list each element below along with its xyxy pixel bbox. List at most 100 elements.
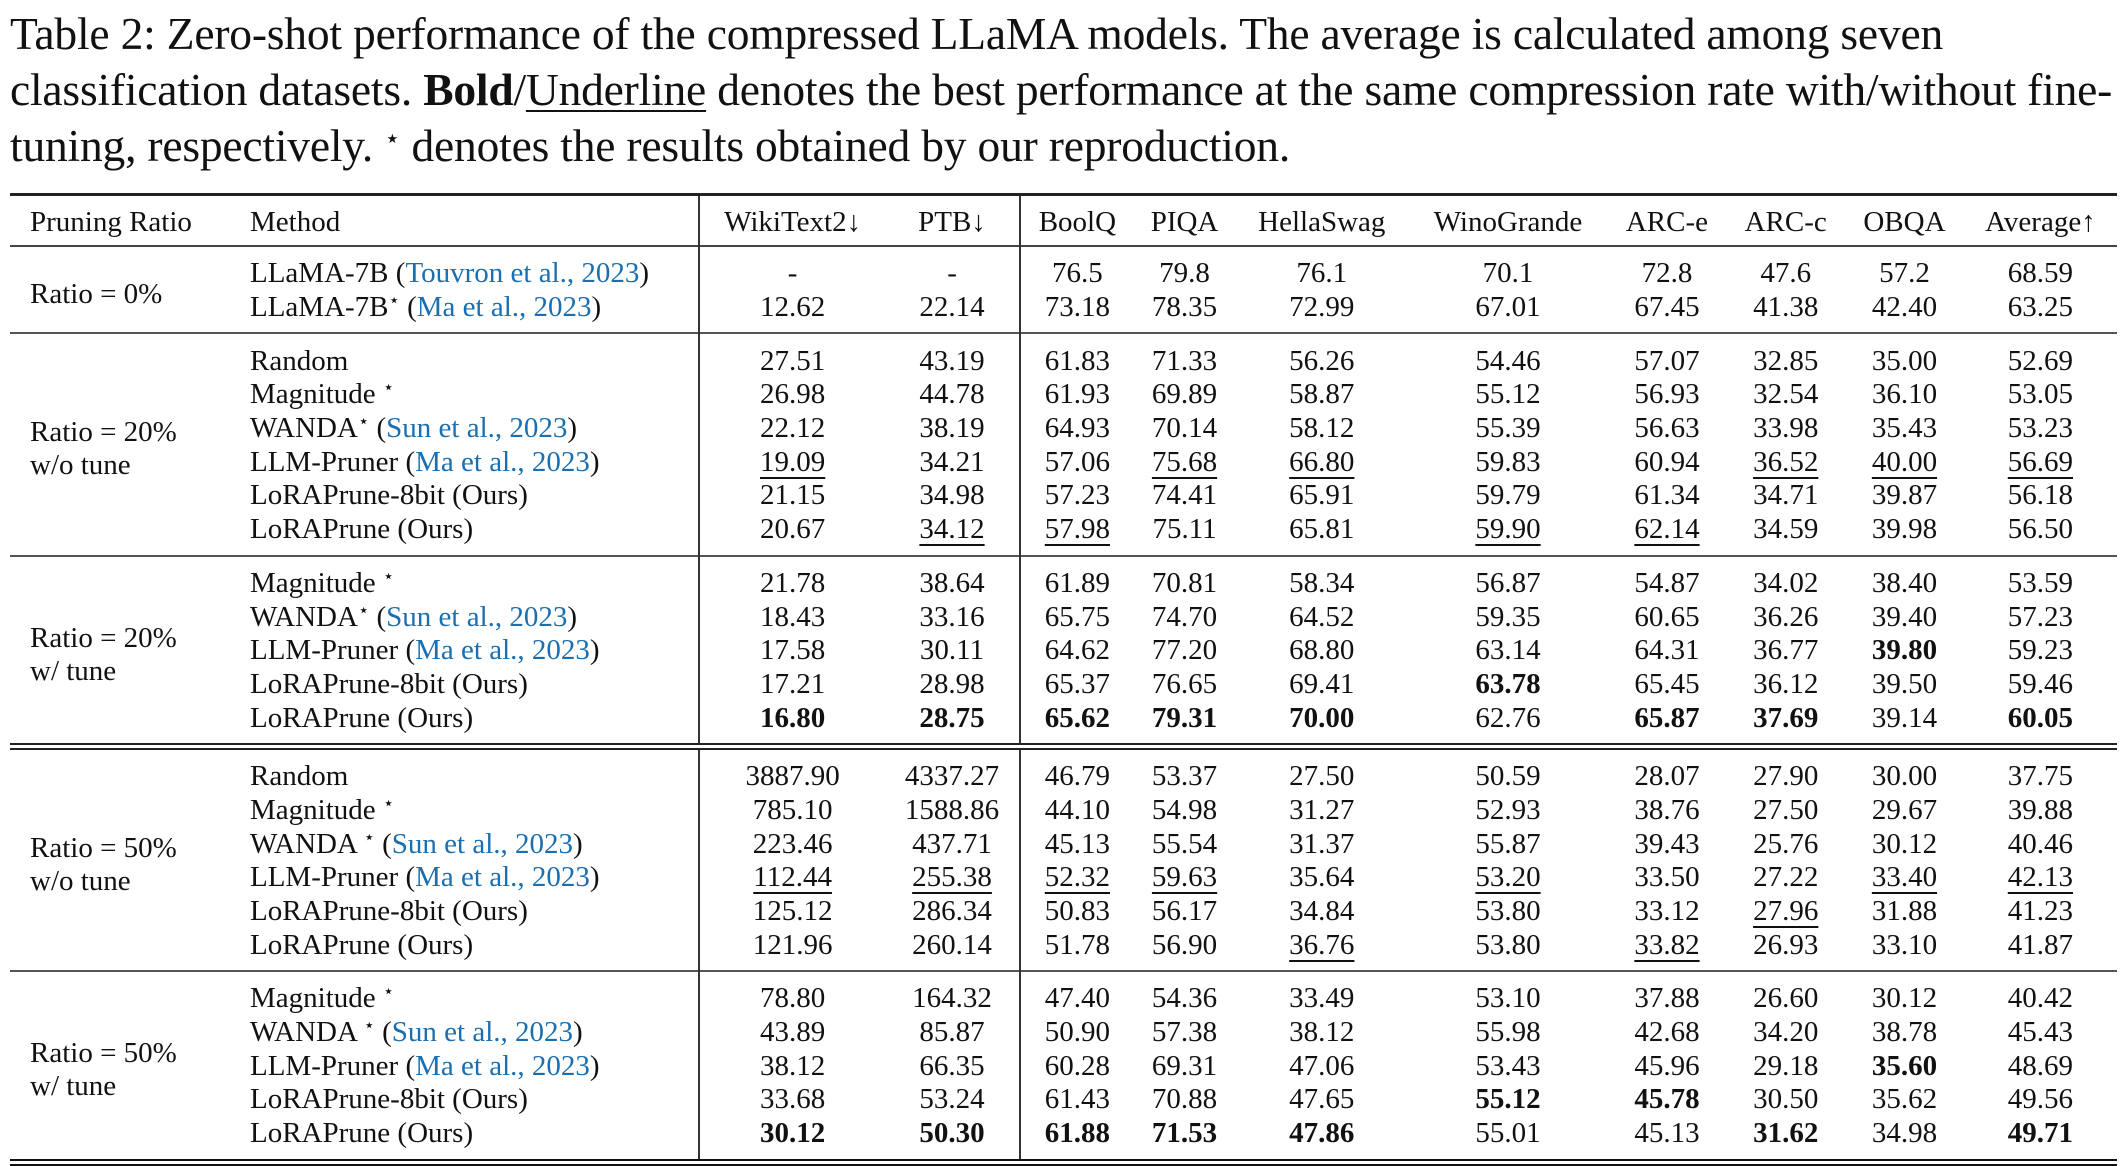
- table-row: WANDA ⋆ (Sun et al., 2023) 223.46 437.71 45…: [10, 827, 2117, 861]
- value: 62.76: [1475, 701, 1541, 734]
- value-cell-ptb: 34.21: [885, 445, 1020, 479]
- value-cell-wikitext2: 30.12: [697, 1116, 886, 1162]
- value-cell-average: 41.87: [1964, 928, 2117, 971]
- value: -: [787, 257, 798, 290]
- citation-link[interactable]: Ma et al., 2023: [415, 445, 590, 478]
- pruning-ratio-cell: Ratio = 0%: [10, 246, 242, 333]
- value-cell-wikitext2: 785.10: [697, 793, 886, 828]
- value: 34.98: [919, 479, 985, 512]
- value-cell-hellaswag: 56.26: [1235, 333, 1408, 378]
- value-cell-arc-c: 36.77: [1726, 634, 1845, 668]
- method-cell: Magnitude ⋆: [242, 971, 699, 1016]
- caption-label: Table 2:: [10, 8, 156, 59]
- citation-link[interactable]: Sun et al., 2023: [386, 600, 568, 633]
- value-cell-arc-e: 45.78: [1608, 1083, 1727, 1117]
- citation-link[interactable]: Sun et al., 2023: [391, 827, 574, 860]
- table-row: LoRAPrune-8bit (Ours) 21.15 34.98 57.23 74.4…: [10, 479, 2117, 513]
- column-header-arc-e: ARC-e: [1625, 206, 1709, 238]
- value-cell-hellaswag: 66.80: [1235, 445, 1408, 479]
- table-row: LoRAPrune (Ours) 20.67 34.12 57.98 75.11 65.8…: [10, 512, 2117, 556]
- value-cell-ptb: 34.12: [885, 513, 1020, 556]
- value-cell-winogrande: 53.80: [1408, 895, 1607, 929]
- value: 55.12: [1475, 1083, 1541, 1116]
- value-cell-average: 41.23: [1964, 895, 2117, 929]
- value-cell-arc-c: 34.59: [1726, 513, 1845, 556]
- value: 65.81: [1289, 513, 1355, 546]
- value-cell-piqa: 56.17: [1134, 895, 1235, 929]
- value-cell-piqa: 70.14: [1134, 412, 1235, 446]
- column-header-arc-c: ARC-c: [1744, 206, 1827, 238]
- value: 58.34: [1289, 566, 1355, 599]
- value: 35.62: [1871, 1083, 1938, 1116]
- value-cell-boolq: 50.83: [1018, 894, 1134, 929]
- value-cell-winogrande: 53.10: [1408, 971, 1607, 1016]
- citation-link[interactable]: Ma et al., 2023: [415, 634, 590, 667]
- value: 18.43: [759, 600, 826, 633]
- value-cell-obqa: 57.2: [1845, 246, 1964, 291]
- value: 58.87: [1289, 378, 1355, 411]
- value: 43.19: [919, 344, 985, 377]
- value: 255.38: [912, 861, 992, 894]
- value-cell-arc-e: 61.34: [1608, 479, 1727, 513]
- value-cell-boolq: 65.62: [1018, 701, 1134, 747]
- method-cell: Random: [242, 333, 699, 378]
- value: 85.87: [919, 1016, 985, 1049]
- value: 72.8: [1641, 257, 1693, 290]
- value: 33.49: [1289, 982, 1355, 1015]
- value: 51.78: [1044, 928, 1110, 961]
- value: 52.32: [1044, 861, 1110, 894]
- value: 35.00: [1871, 344, 1938, 377]
- citation-link[interactable]: Ma et al., 2023: [415, 1049, 590, 1082]
- column-header-method: Method: [250, 206, 341, 238]
- value: 78.80: [759, 982, 826, 1015]
- citation-link[interactable]: Ma et al., 2023: [415, 861, 590, 894]
- method-cell: LoRAPrune-8bit (Ours): [242, 479, 699, 513]
- value-cell-ptb: 1588.86: [885, 794, 1020, 828]
- value-cell-winogrande: 55.39: [1408, 412, 1607, 446]
- value-cell-hellaswag: 58.12: [1235, 412, 1408, 446]
- value: 68.59: [2007, 257, 2074, 290]
- value-cell-winogrande: 53.80: [1408, 928, 1607, 971]
- value: 35.60: [1871, 1049, 1938, 1082]
- value: 56.90: [1151, 928, 1218, 961]
- value-cell-arc-e: 65.87: [1608, 701, 1727, 746]
- value-cell-arc-c: 29.18: [1726, 1049, 1845, 1083]
- value-cell-obqa: 35.00: [1845, 333, 1964, 378]
- value: 61.83: [1044, 344, 1110, 377]
- method-cell: WANDA ⋆ (Sun et al., 2023): [250, 1015, 583, 1049]
- value-cell-wikitext2: 20.67: [697, 512, 886, 556]
- method-name: LLM-Pruner: [250, 634, 399, 667]
- value-cell-winogrande: 62.76: [1408, 701, 1607, 746]
- citation-link[interactable]: Ma et al., 2023: [416, 291, 592, 324]
- pruning-ratio-label: Ratio = 20%: [30, 416, 177, 449]
- citation-link[interactable]: Sun et al., 2023: [391, 1016, 574, 1049]
- value: 70.14: [1151, 412, 1218, 445]
- pruning-ratio-cell: Ratio = 50% w/ tune: [10, 971, 242, 1162]
- method-cell: LoRAPrune-8bit (Ours): [242, 1083, 699, 1117]
- method-cell: Magnitude ⋆: [242, 556, 699, 601]
- citation-link[interactable]: Sun et al., 2023: [386, 412, 568, 445]
- value: 45.96: [1634, 1049, 1700, 1082]
- value: 62.14: [1634, 513, 1700, 546]
- value-cell-wikitext2: 21.15: [697, 479, 886, 513]
- table-row: LLaMA-7B⋆ (Ma et al., 2023) 12.62 22.14 73.…: [10, 290, 2117, 334]
- value-cell-winogrande: 63.14: [1408, 634, 1607, 668]
- value: 52.93: [1475, 793, 1541, 826]
- value: 53.80: [1475, 895, 1541, 928]
- value-cell-average: 53.59: [1964, 556, 2117, 601]
- value: 45.78: [1634, 1083, 1700, 1116]
- value: 38.19: [919, 412, 985, 445]
- value: 39.40: [1871, 600, 1938, 633]
- value: 4337.27: [904, 760, 1000, 793]
- value-cell-piqa: 71.53: [1134, 1117, 1235, 1162]
- value: 74.70: [1151, 600, 1218, 633]
- value: 77.20: [1151, 634, 1218, 667]
- citation-link[interactable]: Touvron et al., 2023: [405, 257, 640, 290]
- value-cell-winogrande: 59.90: [1408, 513, 1607, 556]
- caption-text-2: denotes the best performance at the same…: [10, 64, 2113, 171]
- value-cell-arc-c: 37.69: [1726, 701, 1845, 746]
- column-header-ptb: PTB↓: [918, 206, 986, 238]
- row-group: Ratio = 50% w/o tune Random 3887.90 4337.27 4…: [10, 746, 2117, 972]
- value: 43.89: [759, 1016, 826, 1049]
- column-header-pruning-ratio: Pruning Ratio: [30, 206, 192, 238]
